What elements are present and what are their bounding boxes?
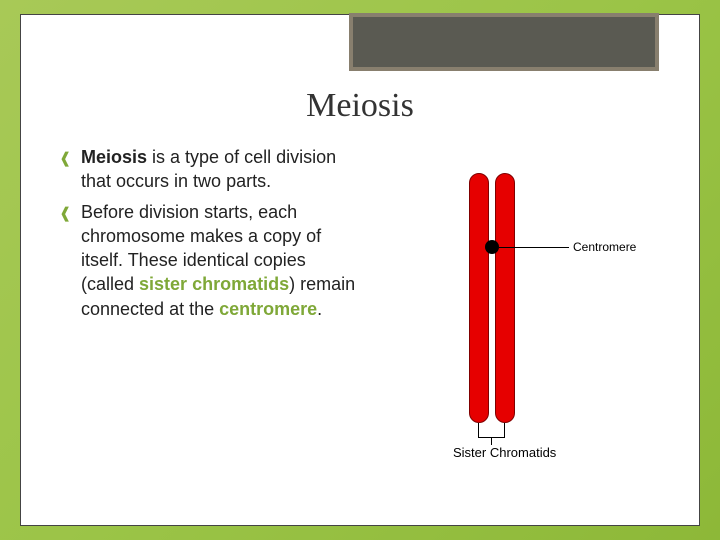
- content-row: ❰ Meiosis is a type of cell division tha…: [21, 145, 699, 327]
- centromere-dot: [485, 240, 499, 254]
- text-column: ❰ Meiosis is a type of cell division tha…: [81, 145, 361, 327]
- sister-connector-right: [504, 423, 505, 437]
- slide-container: Meiosis ❰ Meiosis is a type of cell divi…: [20, 14, 700, 526]
- header-decoration-box: [349, 13, 659, 71]
- bullet-1-bold: Meiosis: [81, 147, 147, 167]
- centromere-pointer-line: [499, 247, 569, 248]
- sister-connector-down: [491, 437, 492, 445]
- slide-title: Meiosis: [21, 87, 699, 125]
- bullet-2: ❰ Before division starts, each chromosom…: [81, 200, 361, 321]
- sister-connector-left: [478, 423, 479, 437]
- chromatid-right: [495, 173, 515, 423]
- centromere-label: Centromere: [573, 240, 636, 254]
- bullet-icon: ❰: [59, 204, 72, 224]
- bullet-icon: ❰: [59, 149, 72, 169]
- diagram-column: Centromere Sister Chromatids: [361, 145, 659, 327]
- sister-chromatids-label: Sister Chromatids: [453, 445, 556, 460]
- bullet-2-term2: centromere: [219, 299, 317, 319]
- bullet-2-post: .: [317, 299, 322, 319]
- chromatid-left: [469, 173, 489, 423]
- bullet-1: ❰ Meiosis is a type of cell division tha…: [81, 145, 361, 194]
- bullet-2-term1: sister chromatids: [139, 274, 289, 294]
